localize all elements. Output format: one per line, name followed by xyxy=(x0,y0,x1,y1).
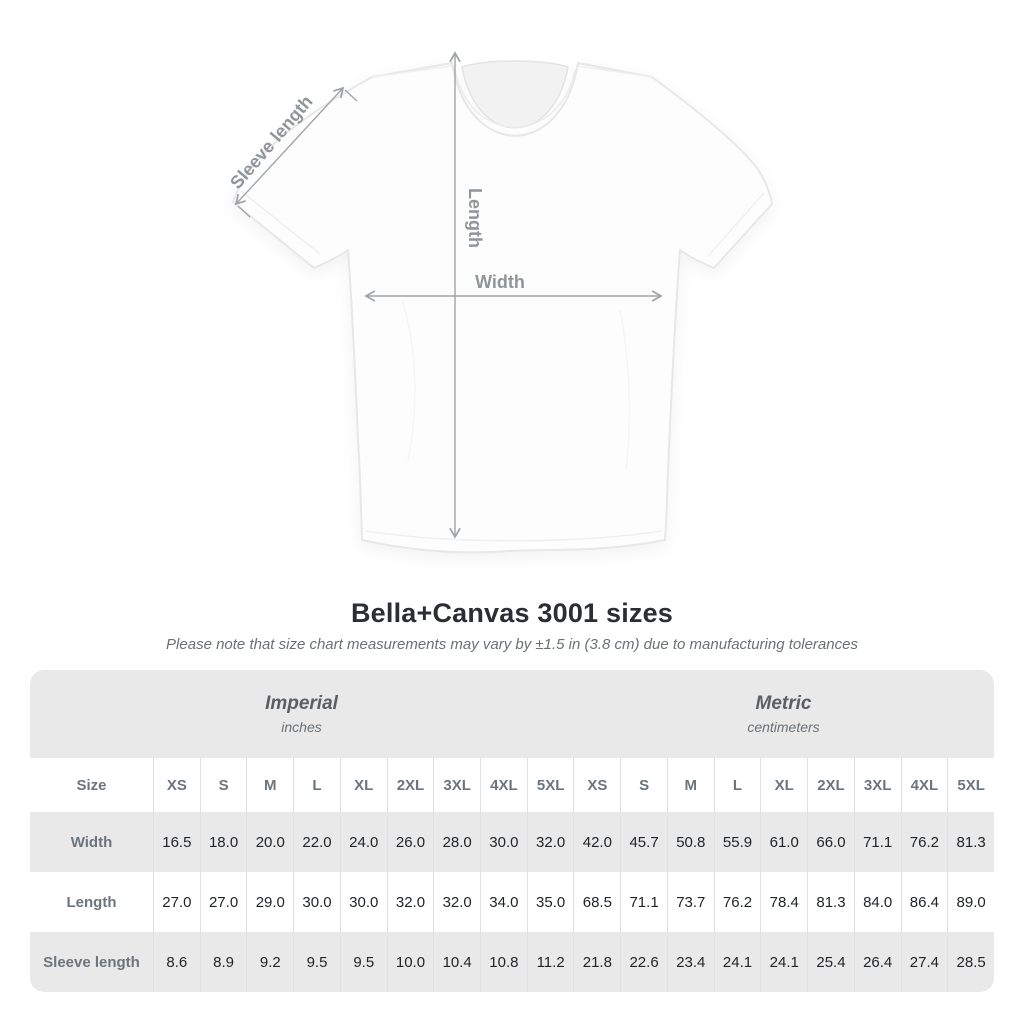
size-column-header: 2XL xyxy=(386,758,434,812)
measurement-value: 9.5 xyxy=(339,932,387,992)
measurement-value: 23.4 xyxy=(666,932,714,992)
measurement-value: 86.4 xyxy=(900,872,948,932)
measurement-row-label: Width xyxy=(70,833,113,851)
measurement-value: 32.0 xyxy=(526,812,574,872)
size-header-label: Size xyxy=(76,776,107,794)
measurement-value: 68.5 xyxy=(573,872,620,932)
imperial-unit: inches xyxy=(281,719,322,735)
measurement-value: 35.0 xyxy=(526,872,574,932)
size-header-row: Size XS S M L XL 2XL 3XL 4XL 5XL XS S M L XL 2XL 3XL 4XL… xyxy=(30,758,994,812)
measurement-value: 24.1 xyxy=(713,932,761,992)
size-column-header: L xyxy=(293,758,340,812)
size-chart-table: Imperial inches Metric centimeters Size … xyxy=(30,670,994,992)
measurement-value: 61.0 xyxy=(760,812,807,872)
measurement-value: 30.0 xyxy=(339,872,387,932)
size-column-header: 3XL xyxy=(853,758,901,812)
measurement-value: 21.8 xyxy=(573,932,620,992)
measurement-value: 22.6 xyxy=(620,932,667,992)
measurement-value: 34.0 xyxy=(480,872,527,932)
width-label: Width xyxy=(475,272,525,292)
measurement-value: 76.2 xyxy=(713,872,761,932)
measurement-value: 50.8 xyxy=(666,812,714,872)
measurement-value: 81.3 xyxy=(807,872,854,932)
page-title: Bella+Canvas 3001 sizes xyxy=(350,598,674,628)
measurement-value: 45.7 xyxy=(620,812,667,872)
measurement-value: 27.4 xyxy=(900,932,948,992)
measurement-value: 16.5 xyxy=(153,812,200,872)
measurement-value: 71.1 xyxy=(853,812,901,872)
measurement-value: 28.5 xyxy=(947,932,994,992)
measurement-value: 8.6 xyxy=(153,932,200,992)
size-column-header: S xyxy=(199,758,247,812)
size-column-header: 4XL xyxy=(900,758,948,812)
size-column-header: 4XL xyxy=(480,758,527,812)
length-label: Length xyxy=(465,188,485,248)
tshirt-photo xyxy=(232,60,773,554)
measurement-value: 11.2 xyxy=(526,932,574,992)
imperial-title: Imperial xyxy=(265,693,338,714)
size-column-header: S xyxy=(620,758,667,812)
sleeve-arrow-tick-top xyxy=(344,89,358,102)
measurement-value: 8.9 xyxy=(199,932,247,992)
measurement-value: 42.0 xyxy=(573,812,620,872)
measurement-value: 18.0 xyxy=(199,812,247,872)
measurement-value: 28.0 xyxy=(433,812,480,872)
measurement-value: 22.0 xyxy=(293,812,340,872)
measurement-value: 73.7 xyxy=(666,872,714,932)
size-column-header: M xyxy=(666,758,714,812)
size-column-header: XS xyxy=(153,758,200,812)
measure-row-0: Width 16.5 18.0 20.0 22.0 24.0 26.0 28.0 30.0 32.… xyxy=(30,812,994,872)
measurement-row-label: Length xyxy=(66,893,117,911)
measurement-value: 10.8 xyxy=(480,932,527,992)
imperial-group-header: Imperial inches xyxy=(30,670,573,758)
unit-group-header-row: Imperial inches Metric centimeters xyxy=(30,670,994,758)
measurement-value: 66.0 xyxy=(807,812,854,872)
measure-row-1: Length 27.0 27.0 29.0 30.0 30.0 32.0 32.0 34.0 35… xyxy=(30,872,994,932)
measurement-value: 76.2 xyxy=(900,812,948,872)
measurement-value: 27.0 xyxy=(199,872,247,932)
measurement-value: 10.0 xyxy=(386,932,434,992)
measurement-value: 78.4 xyxy=(760,872,807,932)
measurement-value: 55.9 xyxy=(713,812,761,872)
measurement-value: 30.0 xyxy=(480,812,527,872)
sleeve-arrow-tick-bottom xyxy=(237,205,251,218)
measurement-value: 26.4 xyxy=(853,932,901,992)
size-column-header: XL xyxy=(760,758,807,812)
size-column-header: 3XL xyxy=(433,758,480,812)
measurement-row-label: Sleeve length xyxy=(43,953,140,971)
size-column-header: L xyxy=(713,758,761,812)
size-column-header: XL xyxy=(339,758,387,812)
size-column-header: 5XL xyxy=(526,758,574,812)
metric-group-header: Metric centimeters xyxy=(573,670,994,758)
measurement-value: 26.0 xyxy=(386,812,434,872)
tshirt-measurement-diagram: Width Length Sleeve length xyxy=(226,51,773,554)
measurement-value: 20.0 xyxy=(246,812,293,872)
measure-row-2: Sleeve length 8.6 8.9 9.2 9.5 9.5 10.0 10.4 10.8… xyxy=(30,932,994,992)
measurement-value: 9.5 xyxy=(293,932,340,992)
sleeve-length-arrow xyxy=(234,86,345,206)
size-column-header: 5XL xyxy=(947,758,994,812)
size-column-header: XS xyxy=(573,758,620,812)
page-subtitle: Please note that size chart measurements… xyxy=(166,636,858,653)
collar xyxy=(461,60,569,129)
measurement-value: 25.4 xyxy=(807,932,854,992)
measurement-value: 10.4 xyxy=(433,932,480,992)
size-column-header: M xyxy=(246,758,293,812)
measurement-value: 9.2 xyxy=(246,932,293,992)
size-column-header: 2XL xyxy=(807,758,854,812)
measurement-value: 84.0 xyxy=(853,872,901,932)
measurement-value: 24.1 xyxy=(760,932,807,992)
measurement-value: 89.0 xyxy=(947,872,994,932)
measurement-value: 81.3 xyxy=(947,812,994,872)
measurement-value: 30.0 xyxy=(293,872,340,932)
measurement-value: 24.0 xyxy=(339,812,387,872)
measurement-value: 27.0 xyxy=(153,872,200,932)
measurement-value: 32.0 xyxy=(386,872,434,932)
measurement-value: 29.0 xyxy=(246,872,293,932)
metric-title: Metric xyxy=(755,693,812,714)
measurement-value: 32.0 xyxy=(433,872,480,932)
metric-unit: centimeters xyxy=(747,719,820,735)
measurement-value: 71.1 xyxy=(620,872,667,932)
